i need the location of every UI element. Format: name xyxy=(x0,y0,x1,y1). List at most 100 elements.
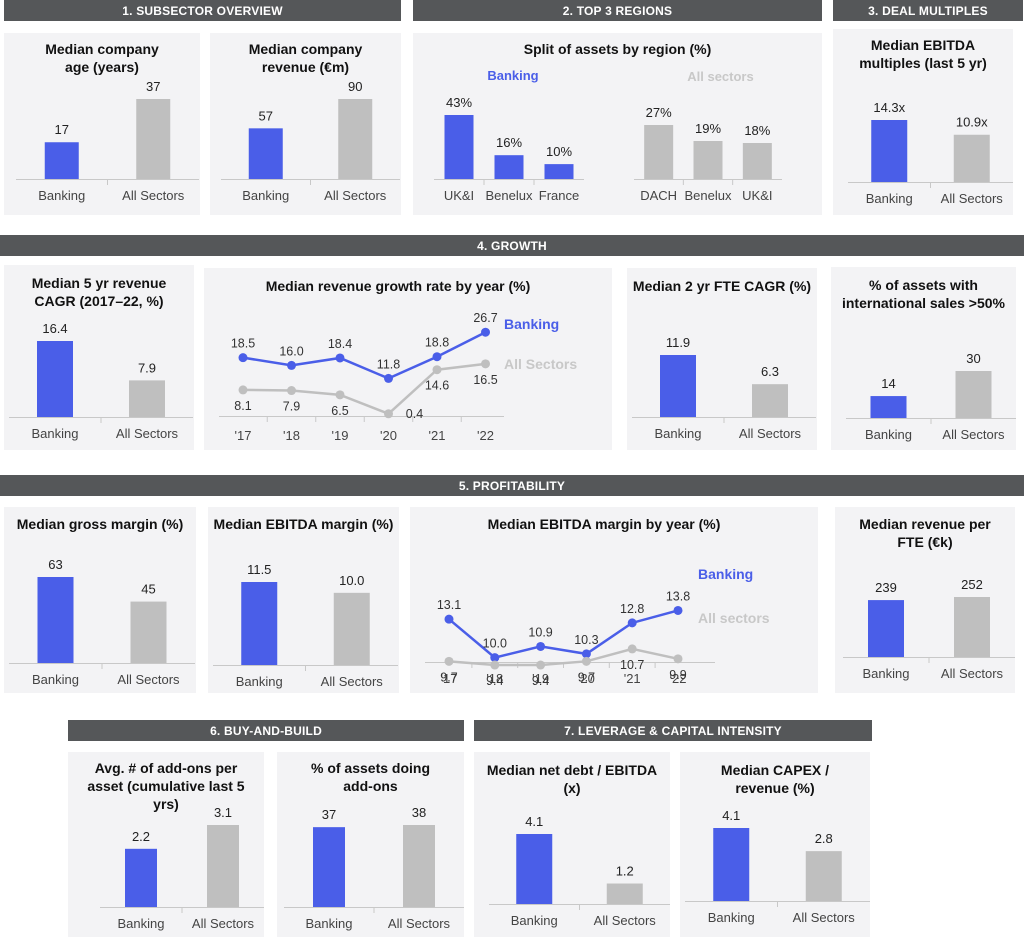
data-point xyxy=(432,365,442,375)
category-label: All Sectors xyxy=(388,916,451,931)
series-line-all-sectors xyxy=(448,647,679,667)
bar-all-sectors xyxy=(752,384,788,417)
data-point xyxy=(335,353,345,363)
bar-all-sectors xyxy=(606,883,643,904)
data-point xyxy=(384,409,393,419)
category-label: Banking xyxy=(708,910,755,925)
category-label: France xyxy=(539,188,579,203)
chart-company-age: 17 Banking 37 All Sectors xyxy=(16,79,199,203)
legend-banking: Banking xyxy=(698,566,753,582)
panel-assets-doing-add-ons: % of assets doing add-ons 37 Banking 38 All… xyxy=(277,752,464,937)
bar-banking xyxy=(37,577,74,663)
data-label: 10.9x xyxy=(956,115,988,130)
data-point xyxy=(490,660,500,670)
category-label: Banking xyxy=(306,916,353,931)
bar-all-sectors xyxy=(338,99,373,179)
category-label: Banking xyxy=(32,672,79,687)
category-label: Banking xyxy=(242,188,289,203)
data-label: 14.6 xyxy=(425,379,449,393)
data-label: 10.9 xyxy=(528,625,552,639)
data-point xyxy=(536,641,546,651)
data-point xyxy=(481,359,490,369)
data-point xyxy=(335,390,345,400)
data-label: 239 xyxy=(875,580,897,595)
panel-add-ons-per-asset: Avg. # of add-ons per asset (cumulative … xyxy=(68,752,264,937)
header-top-regions: 2. TOP 3 REGIONS xyxy=(413,0,822,21)
data-label: 13.8 xyxy=(666,589,690,603)
data-point xyxy=(287,360,296,370)
bar-france xyxy=(544,164,574,179)
bar-all-sectors xyxy=(207,825,239,907)
data-point xyxy=(490,653,500,663)
data-label: 7.9 xyxy=(283,400,300,414)
data-label: 17 xyxy=(55,122,69,137)
header-buy-and-build: 6. BUY-AND-BUILD xyxy=(68,720,464,741)
chart-title: Median EBITDA margin by year (%) xyxy=(487,516,721,532)
legend-all-sectors: All Sectors xyxy=(504,356,577,372)
data-point xyxy=(287,386,296,396)
bar-all-sectors xyxy=(805,851,842,901)
bar-all-sectors xyxy=(333,592,370,665)
chart-title: Median 2 yr FTE CAGR (%) xyxy=(632,278,812,294)
x-tick-label: '17 xyxy=(235,428,252,443)
bar-all-sectors xyxy=(403,825,435,907)
chart-revenue-per-fte: 239 Banking 252 All Sectors xyxy=(843,577,1015,681)
data-label: 10.0 xyxy=(339,573,364,588)
chart-title: Median company age (years) xyxy=(45,41,159,75)
data-point xyxy=(627,618,637,628)
data-label: 10.3 xyxy=(574,633,598,647)
legend-banking-label: Banking xyxy=(487,68,539,83)
header-subsector-overview: 1. SUBSECTOR OVERVIEW xyxy=(4,0,401,21)
data-label: 6.5 xyxy=(331,404,348,418)
chart-title: Median CAPEX / revenue (%) xyxy=(720,762,830,796)
data-label: 3.1 xyxy=(214,805,232,820)
category-label: All Sectors xyxy=(122,188,185,203)
chart-capex-revenue: 4.1 Banking 2.8 All Sectors xyxy=(685,808,870,925)
data-label: 4.1 xyxy=(722,808,740,823)
data-label: 45 xyxy=(141,582,155,597)
data-label: 2.2 xyxy=(132,829,150,844)
data-label: 4.1 xyxy=(525,814,543,829)
data-label: 14.3x xyxy=(873,100,905,115)
category-label: All Sectors xyxy=(942,427,1005,442)
chart-title: % of assets doing add-ons xyxy=(310,760,431,794)
chart-title: Median revenue per FTE (€k) xyxy=(859,516,991,550)
data-label: 10.0 xyxy=(483,637,507,651)
chart-title: Median net debt / EBITDA (x) xyxy=(486,762,658,796)
category-label: UK&I xyxy=(444,188,474,203)
data-label: 38 xyxy=(412,805,426,820)
chart-title: Median company revenue (€m) xyxy=(248,41,363,75)
bar-banking xyxy=(248,128,283,179)
data-label: 11.8 xyxy=(377,357,400,371)
data-label: 1.2 xyxy=(616,864,634,879)
category-label: Banking xyxy=(118,916,165,931)
x-tick-label: '22 xyxy=(670,671,687,686)
series-line-banking xyxy=(448,609,679,659)
bar-ukandi xyxy=(444,115,474,179)
bar-all-sectors xyxy=(955,371,992,418)
chart-net-debt-ebitda: 4.1 Banking 1.2 All Sectors xyxy=(489,814,670,928)
bar-banking xyxy=(870,396,907,418)
chart-growth-by-year: '17 '18 '19 '20 '21 '22 18.5 16.0 18.4 11.8 18.8 26… xyxy=(219,311,577,443)
series-line-banking xyxy=(242,331,487,380)
chart-title: Split of assets by region (%) xyxy=(523,41,712,57)
data-label: 18.5 xyxy=(231,337,255,351)
data-label: 0.4 xyxy=(406,407,423,421)
data-label: 37 xyxy=(322,807,336,822)
data-label: 9.4 xyxy=(486,674,503,688)
data-label: 7.9 xyxy=(138,360,156,375)
header-leverage-capital: 7. LEVERAGE & CAPITAL INTENSITY xyxy=(474,720,872,741)
bar-all-sectors xyxy=(953,134,990,182)
bar-benelux xyxy=(494,155,524,179)
header-growth: 4. GROWTH xyxy=(0,235,1024,256)
data-label: 2.8 xyxy=(815,831,833,846)
x-tick-label: '19 xyxy=(532,671,549,686)
panel-net-debt-ebitda: Median net debt / EBITDA (x) 4.1 Banking 1… xyxy=(474,752,670,937)
data-point xyxy=(444,656,454,666)
data-point xyxy=(673,654,683,664)
data-label: 57 xyxy=(259,108,273,123)
panel-ebitda-margin: Median EBITDA margin (%) 11.5 Banking 10.0… xyxy=(208,507,399,693)
chart-title: % of assets with international sales >50… xyxy=(841,277,1006,311)
data-label: 19% xyxy=(695,121,721,136)
data-label: 90 xyxy=(348,79,362,94)
